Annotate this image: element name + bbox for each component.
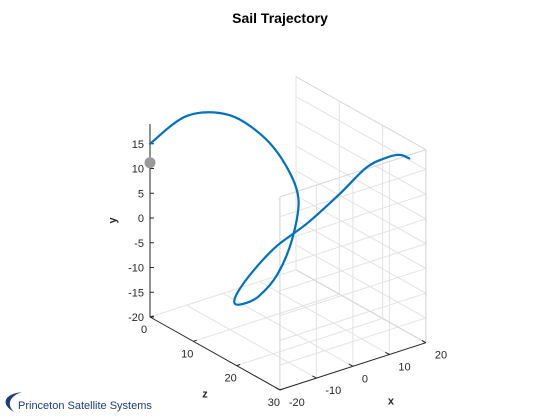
- x-tick-label: 0: [362, 373, 368, 385]
- trajectory-line: [148, 111, 411, 306]
- grid-line: [259, 281, 390, 355]
- grid-line: [295, 170, 427, 245]
- x-tick: [312, 375, 317, 379]
- y-tick-label: -20: [128, 312, 144, 324]
- y-tick-label: 5: [138, 188, 144, 200]
- start-marker: [144, 157, 156, 169]
- x-tick-label: 10: [398, 362, 410, 374]
- z-tick-label: 10: [181, 348, 193, 360]
- grid-line: [295, 195, 427, 269]
- pane-edge: [295, 269, 427, 344]
- z-tick: [279, 388, 284, 391]
- grid-line: [279, 292, 427, 341]
- grid-line: [149, 269, 297, 318]
- x-axis-label: x: [388, 395, 395, 407]
- z-tick-label: 0: [141, 324, 147, 336]
- grid-line: [279, 168, 427, 218]
- x-tick: [421, 340, 427, 344]
- y-tick-label: 0: [138, 213, 144, 225]
- z-tick: [236, 364, 241, 367]
- x-tick: [385, 351, 390, 355]
- footer-logo: Princeton Satellite Systems: [0, 388, 200, 418]
- z-tick: [193, 339, 197, 342]
- y-tick-label: -15: [128, 287, 144, 299]
- x-tick-label: -10: [325, 385, 341, 397]
- grid-line: [279, 317, 427, 366]
- z-axis-line: [149, 316, 281, 391]
- grid-line: [222, 292, 354, 367]
- y-tick-label: -10: [128, 263, 144, 275]
- grid-line: [193, 293, 340, 342]
- x-tick-label: 20: [435, 350, 447, 362]
- pane-edge: [295, 76, 427, 151]
- y-tick-label: 15: [132, 139, 144, 151]
- z-axis-label: z: [202, 388, 208, 400]
- grid-line: [295, 145, 427, 220]
- z-tick-label: 20: [224, 373, 236, 385]
- x-tick: [275, 387, 281, 391]
- grid-line: [295, 96, 427, 170]
- y-axis-label: y: [107, 217, 119, 224]
- grid-line: [295, 244, 427, 319]
- grid-line: [186, 304, 317, 379]
- chart-title: Sail Trajectory: [232, 10, 328, 26]
- z-tick: [149, 315, 154, 318]
- grid-line: [295, 219, 427, 294]
- grid-line: [295, 120, 427, 195]
- grid-line: [236, 317, 383, 367]
- swoosh-icon: [5, 392, 22, 412]
- pane-edge: [279, 149, 427, 198]
- footer-text: Princeton Satellite Systems: [18, 400, 152, 412]
- y-tick-label: -5: [134, 238, 144, 250]
- x-tick: [348, 363, 354, 367]
- grid-line: [279, 218, 427, 267]
- grid-line: [279, 267, 427, 317]
- grid-line: [279, 193, 427, 242]
- x-tick-label: -20: [289, 397, 305, 409]
- z-tick-label: 30: [268, 397, 280, 409]
- grid-line: [279, 243, 427, 292]
- y-tick-label: 10: [132, 164, 144, 176]
